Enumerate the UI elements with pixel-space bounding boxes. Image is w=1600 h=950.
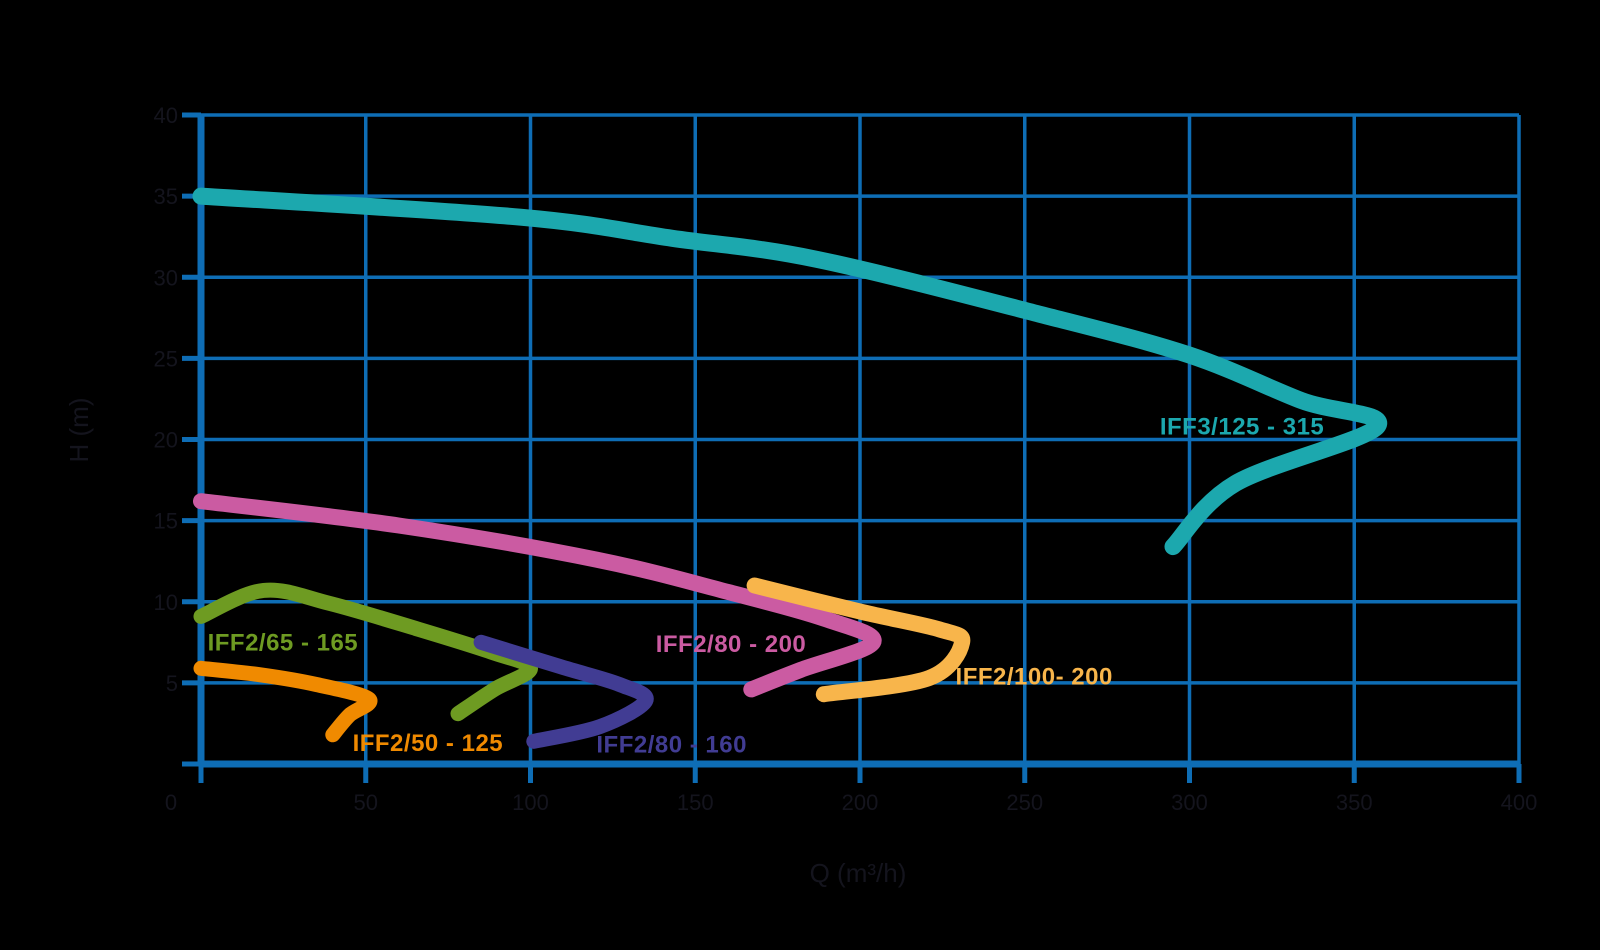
- y-axis-title: H (m): [64, 398, 94, 463]
- curve-iff2-100-200: [746, 577, 971, 703]
- curve-iff2-50-125: [193, 660, 378, 743]
- x-tick-label: 150: [677, 790, 714, 815]
- y-tick-label: 30: [154, 265, 178, 290]
- y-tick-label: 35: [154, 184, 178, 209]
- curve-iff2-65-165: [193, 582, 538, 722]
- x-tick-label: 50: [354, 790, 378, 815]
- x-axis-title: Q (m³/h): [810, 858, 907, 888]
- y-tick-label: 10: [154, 590, 178, 615]
- curve-label-iff2-80-200: IFF2/80 - 200: [656, 631, 807, 658]
- x-tick-label: 350: [1336, 790, 1373, 815]
- x-tick-label: 300: [1171, 790, 1208, 815]
- curve-iff2-80-200: [193, 493, 882, 698]
- curve-iff2-80-160: [473, 634, 654, 749]
- curve-iff3-125-315: [192, 187, 1388, 556]
- x-tick-label: 100: [512, 790, 549, 815]
- curve-label-iff2-65-165: IFF2/65 - 165: [208, 629, 359, 656]
- y-tick-label: 25: [154, 346, 178, 371]
- curve-label-iff3-125-315: IFF3/125 - 315: [1160, 414, 1324, 441]
- y-tick-label: 20: [154, 428, 178, 453]
- curve-label-iff2-100-200: IFF2/100- 200: [956, 663, 1113, 690]
- curve-label-iff2-50-125: IFF2/50 - 125: [353, 730, 504, 757]
- y-tick-label: 5: [166, 671, 178, 696]
- y-tick-label: 15: [154, 509, 178, 534]
- x-tick-label: 200: [842, 790, 879, 815]
- x-tick-label: 250: [1006, 790, 1043, 815]
- x-tick-label: 0: [165, 790, 177, 815]
- x-tick-label: 400: [1501, 790, 1538, 815]
- y-tick-label: 40: [154, 103, 178, 128]
- curve-label-iff2-80-160: IFF2/80 - 160: [596, 732, 747, 759]
